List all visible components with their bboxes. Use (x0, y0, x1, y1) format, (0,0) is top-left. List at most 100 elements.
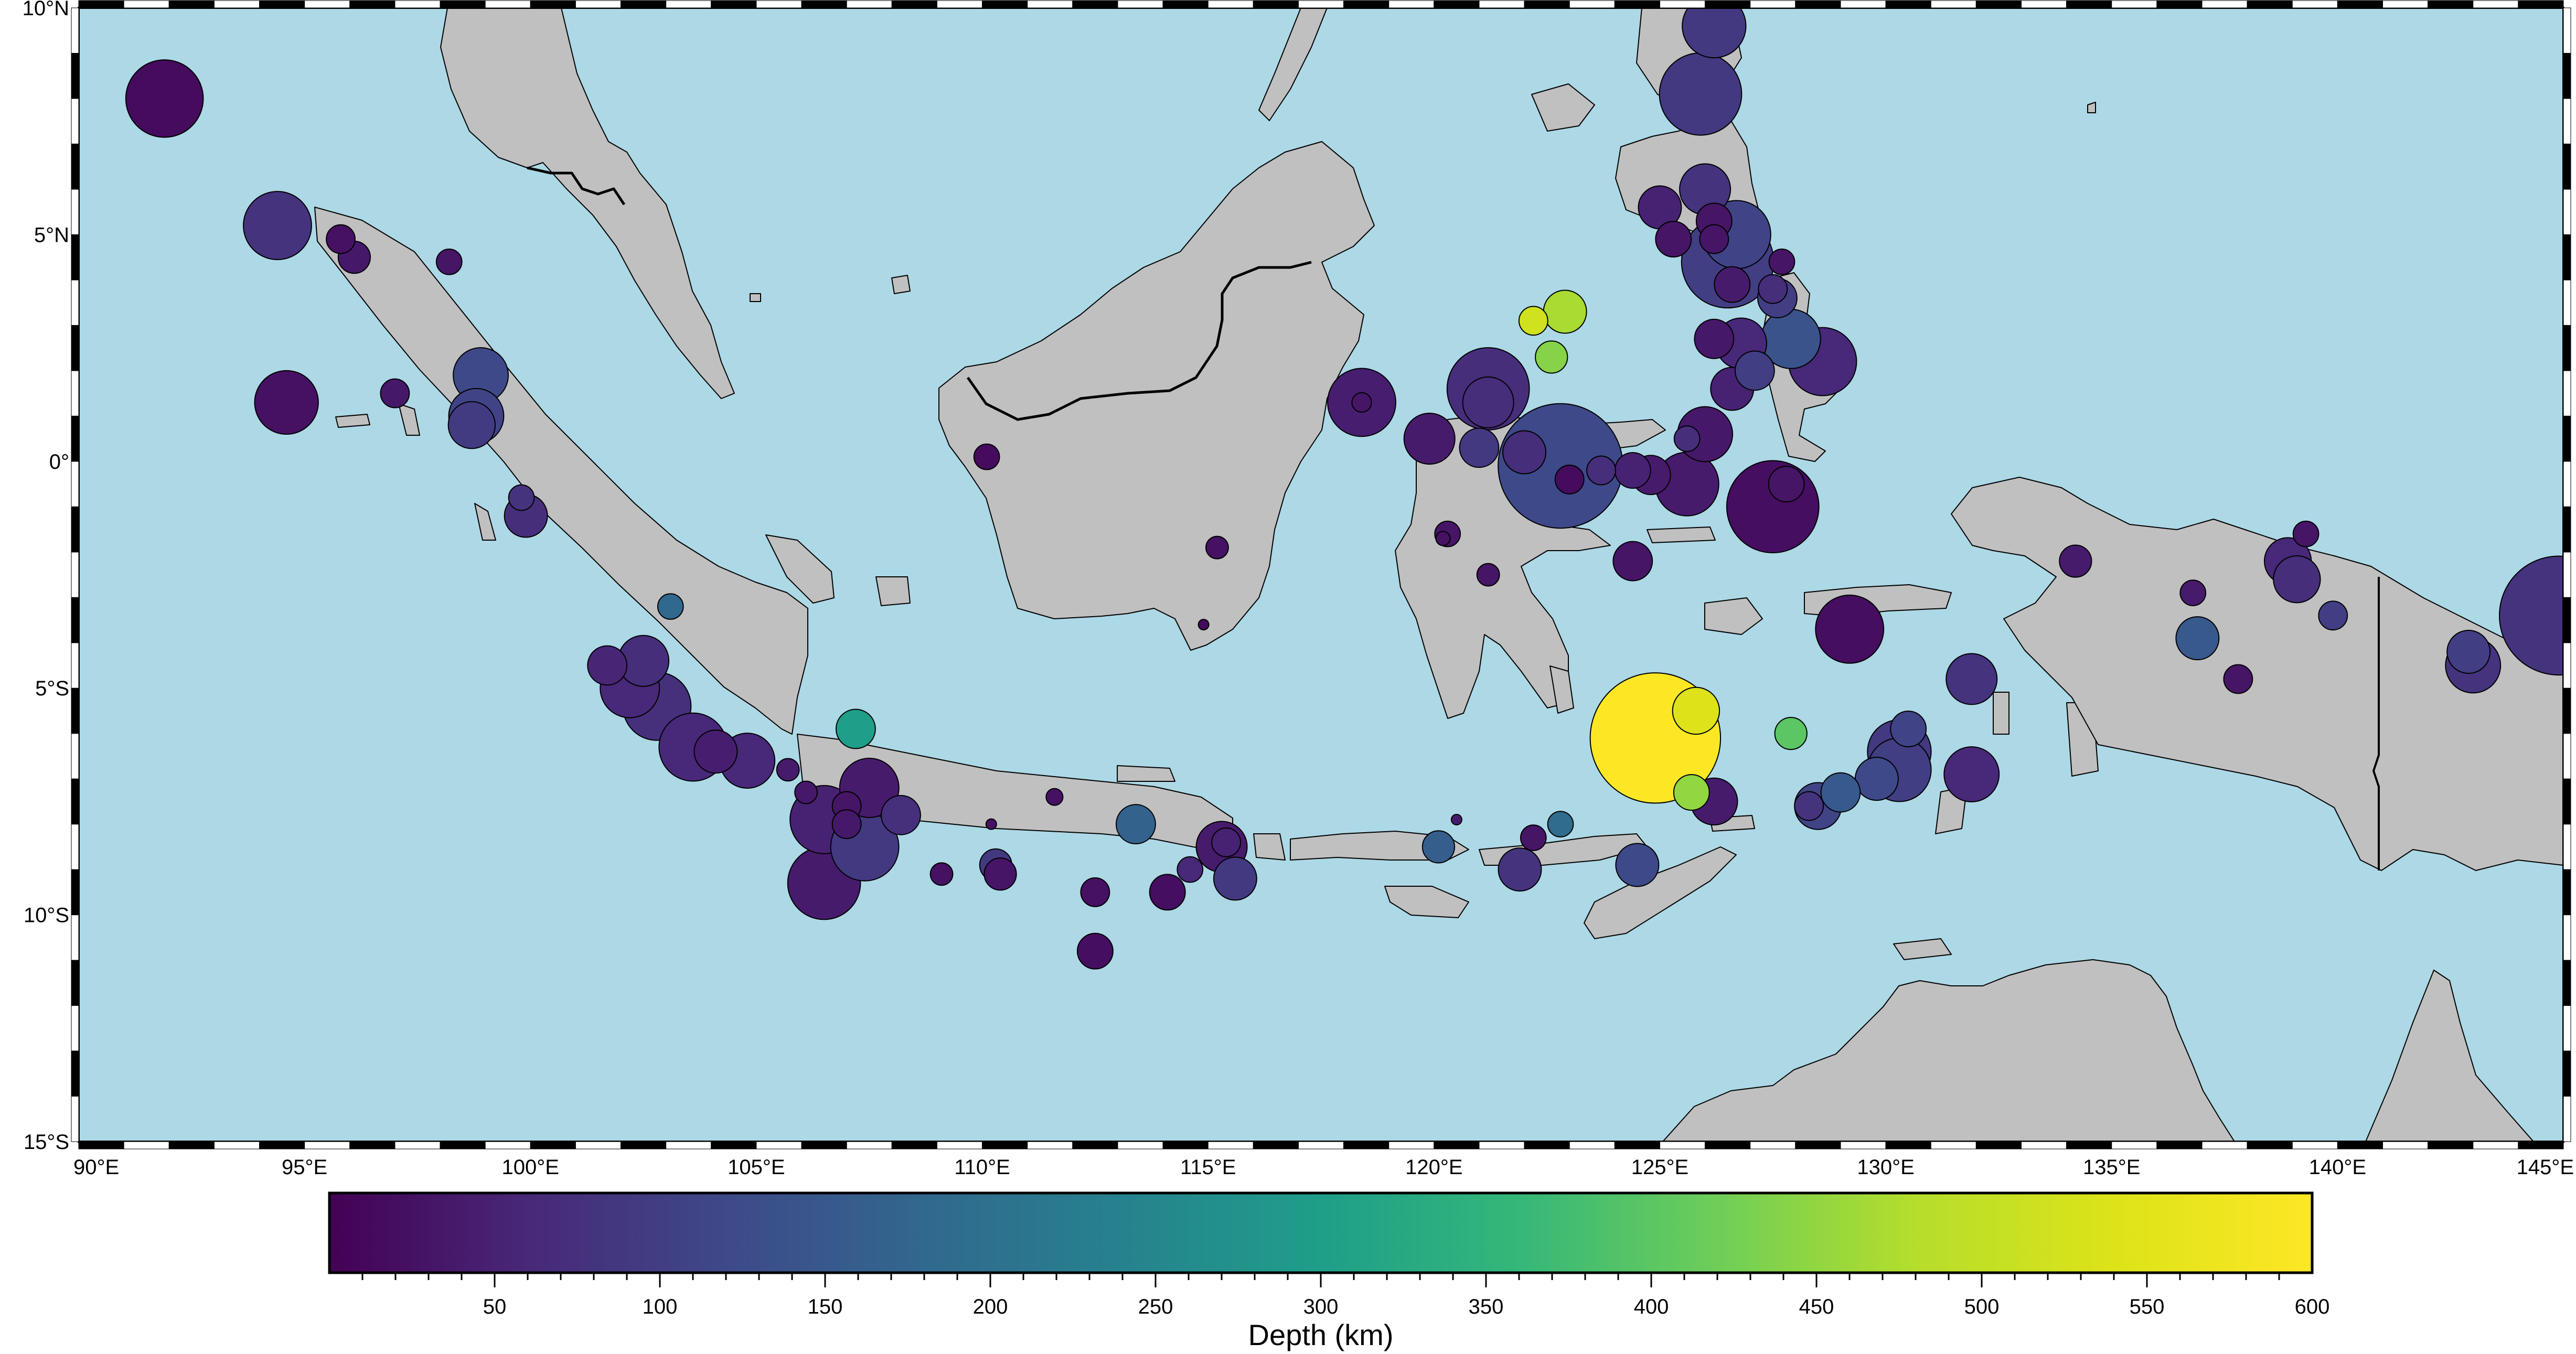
earthquake-point (1421, 830, 1456, 864)
frame-tick-right (2563, 52, 2571, 99)
frame-tick-right (2563, 1005, 2571, 1051)
frame-tick-bottom (123, 1141, 169, 1149)
earthquake-point (1535, 340, 1568, 374)
frame-tick-right (2563, 234, 2571, 281)
buton-island (1549, 665, 1574, 714)
earthquake-point (1673, 425, 1701, 452)
frame-tick-top (2156, 0, 2203, 8)
frame-tick-bottom (1343, 1141, 1389, 1149)
frame-tick-top (1659, 0, 1706, 8)
frame-tick-top (1885, 0, 1931, 8)
earthquake-point (2273, 555, 2321, 604)
frame-tick-right (2563, 143, 2571, 190)
new-guinea-border (2372, 577, 2380, 871)
frame-tick-bottom (1705, 1141, 1751, 1149)
frame-tick-bottom (2201, 1141, 2248, 1149)
frame-tick-bottom (982, 1141, 1028, 1149)
earthquake-point (447, 401, 496, 449)
frame-tick-top (982, 0, 1028, 8)
colorbar-tick-label: 200 (973, 1295, 1008, 1318)
earthquake-point (1502, 430, 1547, 475)
frame-tick-left (71, 189, 79, 235)
belitung-island (875, 576, 911, 606)
earthquake-point (2059, 544, 2092, 578)
frame-tick-left (71, 1005, 79, 1051)
frame-tick-top (2021, 0, 2067, 8)
frame-tick-top (1840, 0, 1886, 8)
earthquake-point (1694, 318, 1735, 359)
frame-tick-right (2563, 915, 2571, 961)
malay-peninsula (440, 8, 735, 399)
frame-tick-bottom (1840, 1141, 1886, 1149)
frame-tick-top (1614, 0, 1660, 8)
earthquake-point (1774, 717, 1808, 750)
earthquake-point (2446, 630, 2491, 674)
earthquake-point (254, 370, 319, 435)
frame-tick-bottom (440, 1141, 486, 1149)
earthquake-point (1659, 52, 1743, 136)
frame-tick-top (2111, 0, 2157, 8)
earthquake-point (693, 729, 738, 774)
small-island-1 (2087, 102, 2096, 113)
negros-island (1531, 83, 1595, 132)
earthquake-point (657, 593, 684, 620)
earthquake-point (1213, 856, 1257, 901)
lon-tick-label: 90°E (73, 1156, 119, 1179)
colorbar-tick-label: 450 (1799, 1295, 1834, 1318)
frame-tick-top (1253, 0, 1299, 8)
earthquake-point (1211, 827, 1242, 857)
earthquake-point (1543, 289, 1587, 334)
bali-island (1253, 833, 1286, 861)
frame-tick-bottom (1569, 1141, 1615, 1149)
frame-tick-left (71, 461, 79, 507)
colorbar-tick-label: 100 (643, 1295, 678, 1318)
frame-tick-bottom (1614, 1141, 1660, 1149)
frame-tick-right (2563, 1050, 2571, 1097)
frame-tick-bottom (530, 1141, 576, 1149)
colorbar-tick-label: 500 (1964, 1295, 2000, 1318)
frame-tick-right (2563, 960, 2571, 1006)
earthquake-point (1476, 563, 1500, 587)
earthquake-point (831, 809, 862, 840)
frame-tick-bottom (756, 1141, 802, 1149)
frame-tick-bottom (2292, 1141, 2338, 1149)
frame-tick-bottom (2337, 1141, 2383, 1149)
earthquake-point (435, 248, 463, 275)
timor-island (1584, 846, 1737, 939)
frame-tick-top (168, 0, 215, 8)
colorbar-tick-label: 400 (1634, 1295, 1669, 1318)
earthquake-point (508, 484, 535, 511)
frame-tick-top (891, 0, 937, 8)
earthquake-point (1946, 653, 1998, 705)
frame-tick-right (2563, 778, 2571, 825)
frame-tick-bottom (1930, 1141, 1976, 1149)
frame-tick-bottom (1162, 1141, 1209, 1149)
earthquake-point (1462, 376, 1514, 428)
lat-tick-label: 5°N (34, 223, 69, 246)
earthquake-point (1614, 452, 1651, 489)
earthquake-point (1890, 711, 1927, 747)
frame-tick-bottom (213, 1141, 260, 1149)
frame-tick-bottom (1434, 1141, 1480, 1149)
earthquake-point (1459, 427, 1500, 468)
frame-tick-left (71, 370, 79, 416)
frame-tick-top (1569, 0, 1615, 8)
earthquake-point (2179, 579, 2207, 606)
lon-tick-label: 120°E (1405, 1156, 1462, 1179)
earthquake-point (776, 758, 800, 782)
frame-tick-left (71, 915, 79, 961)
earthquake-point (1794, 791, 1824, 821)
siberut-island (474, 503, 496, 541)
frame-tick-bottom (349, 1141, 396, 1149)
frame-tick-bottom (846, 1141, 892, 1149)
frame-tick-bottom (304, 1141, 350, 1149)
frame-tick-top (2201, 0, 2248, 8)
earthquake-point (2318, 600, 2348, 631)
frame-tick-left (71, 687, 79, 734)
earthquake-point (835, 708, 876, 749)
lon-tick-label: 130°E (1857, 1156, 1914, 1179)
frame-tick-right (2563, 7, 2571, 53)
frame-tick-bottom (1479, 1141, 1525, 1149)
frame-tick-bottom (891, 1141, 937, 1149)
frame-tick-bottom (1027, 1141, 1073, 1149)
